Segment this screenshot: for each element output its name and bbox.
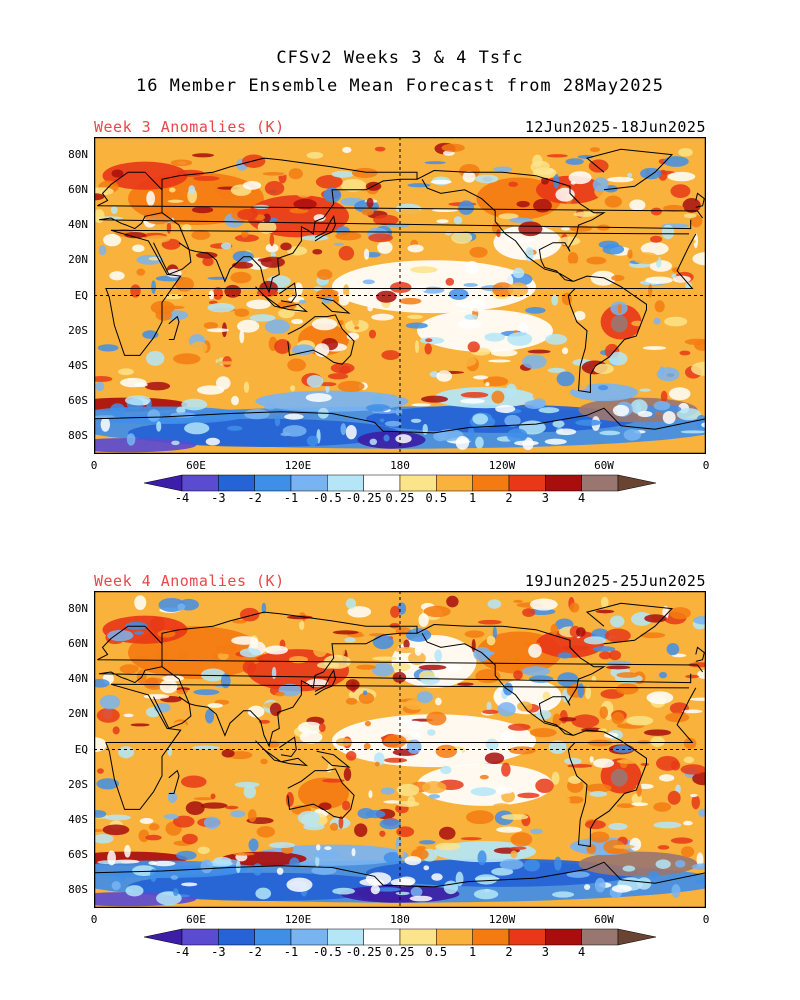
lon-tick-label: 180 <box>390 459 410 472</box>
lat-tick-label: 60N <box>68 636 88 650</box>
lon-tick-label: 60E <box>186 459 206 472</box>
colorbar-tick-label: -0.5 <box>312 491 342 505</box>
lon-tick-label: 0 <box>702 913 710 926</box>
lat-tick-label: 80S <box>68 883 88 897</box>
week3-anomaly-map <box>94 137 706 454</box>
lon-tick-label: 180 <box>390 913 410 926</box>
lat-tick-label: 40S <box>68 358 88 372</box>
lon-tick-label: 0 <box>702 459 710 472</box>
lat-tick-label: 80N <box>68 147 88 161</box>
colorbar-tick-label: -0.25 <box>345 491 382 505</box>
lon-tick-label: 60E <box>186 913 206 926</box>
lon-tick-label: 0 <box>90 459 98 472</box>
lat-tick-label: 40N <box>68 672 88 686</box>
week4-anomaly-map <box>94 591 706 908</box>
colorbar-tick-label: -3 <box>211 945 226 959</box>
week3-panel-label: Week 3 Anomalies (K) <box>94 118 285 136</box>
colorbar-tick-label: -2 <box>247 945 262 959</box>
colorbar-tick-label: -0.25 <box>345 945 382 959</box>
lat-tick-label: 60S <box>68 394 88 408</box>
coastlines <box>94 148 706 434</box>
colorbar-tick-label: -4 <box>174 491 190 505</box>
lat-tick-label: 20S <box>68 323 88 337</box>
colorbar-tick-label: 0.25 <box>385 945 415 959</box>
lat-tick-label: 20N <box>68 707 88 721</box>
week4-date-range: 19Jun2025-25Jun2025 <box>524 572 706 590</box>
colorbar-tick-label: 1 <box>469 945 477 959</box>
coastlines <box>94 602 706 888</box>
colorbar-tick-label: -3 <box>211 491 226 505</box>
colorbar-tick-label: 0.5 <box>425 945 448 959</box>
colorbar-tick-label: -4 <box>174 945 190 959</box>
anomaly-fill-layer <box>94 137 706 454</box>
lat-tick-label: 60N <box>68 182 88 196</box>
colorbar-tick-label: 3 <box>541 491 549 505</box>
lat-tick-label: 40S <box>68 812 88 826</box>
colorbar-tick-label: 2 <box>505 945 513 959</box>
colorbar-tick-label: 4 <box>578 945 586 959</box>
lon-tick-label: 120E <box>284 913 312 926</box>
lat-tick-label: EQ <box>74 742 88 756</box>
chart-title-line-2: 16 Member Ensemble Mean Forecast from 28… <box>135 76 665 96</box>
lon-tick-label: 120W <box>488 913 516 926</box>
colorbar-tick-label: 2 <box>505 491 513 505</box>
lat-tick-label: 80S <box>68 429 88 443</box>
lon-tick-label: 120E <box>284 459 312 472</box>
lat-tick-label: 40N <box>68 218 88 232</box>
lat-tick-label: 80N <box>68 601 88 615</box>
lat-tick-label: 60S <box>68 848 88 862</box>
colorbar-tick-label: 0.5 <box>425 491 448 505</box>
lon-tick-label: 0 <box>90 913 98 926</box>
colorbar-tick-label: 1 <box>469 491 477 505</box>
colorbar-tick-label: -1 <box>283 945 299 959</box>
lon-tick-label: 60W <box>594 913 614 926</box>
lat-tick-label: 20S <box>68 777 88 791</box>
week3-date-range: 12Jun2025-18Jun2025 <box>524 118 706 136</box>
colorbar-tick-label: -2 <box>247 491 262 505</box>
colorbar-tick-label: -0.5 <box>312 945 342 959</box>
colorbar-tick-label: -1 <box>283 491 299 505</box>
chart-title-line-1: CFSv2 Weeks 3 & 4 Tsfc <box>276 48 524 68</box>
colorbar-tick-label: 4 <box>578 491 586 505</box>
colorbar-tick-label: 0.25 <box>385 491 415 505</box>
week4-panel-label: Week 4 Anomalies (K) <box>94 572 285 590</box>
lon-tick-label: 120W <box>488 459 516 472</box>
lat-tick-label: EQ <box>74 288 88 302</box>
lat-tick-label: 20N <box>68 253 88 267</box>
lon-tick-label: 60W <box>594 459 614 472</box>
colorbar-tick-label: 3 <box>541 945 549 959</box>
